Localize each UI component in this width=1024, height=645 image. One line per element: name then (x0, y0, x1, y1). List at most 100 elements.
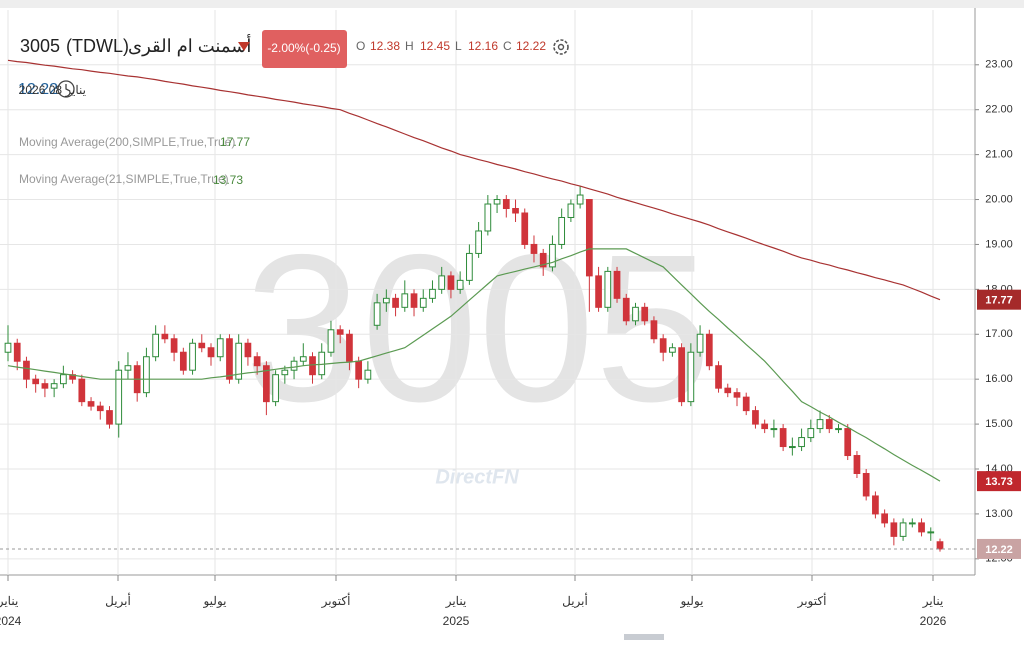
candle (87, 397, 95, 411)
settings-icon[interactable] (553, 39, 569, 55)
candle (198, 334, 206, 353)
candle (521, 208, 529, 249)
ma200-tag: 17.77 (985, 295, 1013, 307)
candle-body (4, 342, 12, 353)
candle-body (641, 306, 649, 322)
candle (576, 186, 584, 209)
ma200-tag-bg (977, 289, 1021, 310)
candle-body (410, 293, 418, 308)
candle (872, 491, 879, 519)
candle (678, 343, 685, 407)
candle-body (456, 279, 464, 290)
candle-body (198, 342, 206, 349)
candle-body (152, 333, 160, 358)
candle (558, 208, 566, 249)
candle-body (807, 428, 815, 439)
candle (60, 365, 67, 389)
candle (512, 199, 519, 222)
ma-line (7, 248, 941, 482)
candle-body (41, 383, 49, 389)
candle (401, 280, 409, 312)
ma-line (7, 59, 941, 301)
symbol: 3005 (20, 36, 60, 56)
settings-gear[interactable] (553, 39, 569, 55)
candle (798, 428, 805, 452)
candle-body (724, 387, 732, 394)
candle (382, 289, 390, 312)
scrollbar[interactable] (624, 634, 664, 640)
watermark-brand: DirectFN (435, 466, 519, 488)
candle-body (595, 275, 602, 308)
candle-body (927, 531, 935, 534)
candle (429, 280, 436, 303)
candle (622, 293, 630, 326)
candle (179, 347, 187, 375)
candle-body (899, 522, 907, 537)
candle (133, 361, 141, 402)
candle (41, 379, 49, 398)
candle (466, 244, 473, 285)
candle (106, 406, 113, 429)
candle (447, 271, 455, 299)
candle-body (216, 338, 224, 358)
candle-body (87, 401, 95, 407)
candle-body (60, 374, 67, 385)
candle-body (853, 455, 861, 474)
candle (115, 361, 123, 438)
exchange: (TDWL) (66, 36, 129, 56)
candle-body (78, 378, 86, 403)
candle-body (696, 333, 704, 353)
candle-body (798, 437, 805, 448)
candle (475, 221, 482, 258)
candle (281, 365, 289, 384)
candle-body (567, 203, 575, 218)
candle (336, 325, 344, 344)
candle-body (669, 347, 676, 353)
x-tick-year: 2025 (443, 614, 470, 628)
candle-body (918, 522, 925, 533)
candle (853, 451, 861, 478)
clock-icon (57, 80, 75, 98)
candle-body (23, 360, 30, 380)
candle-body (272, 374, 279, 403)
candle-body (549, 243, 556, 268)
candle-body (576, 194, 584, 205)
clock-hands (65, 84, 71, 92)
candle-body (355, 360, 363, 380)
y-tick-label: 13.00 (985, 508, 1013, 520)
candle-body (253, 356, 261, 367)
price-tag-bg (977, 538, 1021, 559)
ma21-tag: 13.73 (985, 476, 1013, 488)
candle (918, 518, 925, 537)
candle (724, 383, 732, 398)
candle-body (512, 208, 519, 214)
y-tick-label: 21.00 (985, 149, 1013, 161)
x-tick-label: يناير (0, 594, 18, 608)
candle (78, 374, 86, 407)
candle-body (336, 329, 344, 335)
candle (567, 199, 575, 222)
y-tick-label: 19.00 (985, 238, 1013, 250)
candle (733, 388, 741, 407)
candle (613, 266, 621, 303)
settings-hub[interactable] (557, 43, 565, 51)
ma21-value: 13.73 (213, 173, 243, 187)
candle (32, 374, 40, 393)
candle (530, 235, 538, 263)
candle-body (244, 342, 252, 358)
candle (235, 334, 243, 384)
candle (632, 302, 639, 326)
candle-body (844, 428, 852, 457)
candle (189, 338, 196, 375)
candle-body (299, 356, 307, 362)
candle-body (622, 297, 630, 322)
candle-body (872, 495, 879, 515)
ma200-value: 17.77 (220, 135, 250, 149)
candle (244, 338, 252, 366)
candle-body (539, 252, 547, 268)
company-name: أسمنت ام القرى (128, 34, 251, 57)
x-tick-label: يوليو (202, 594, 226, 608)
candle (807, 419, 815, 443)
candle (641, 302, 649, 326)
